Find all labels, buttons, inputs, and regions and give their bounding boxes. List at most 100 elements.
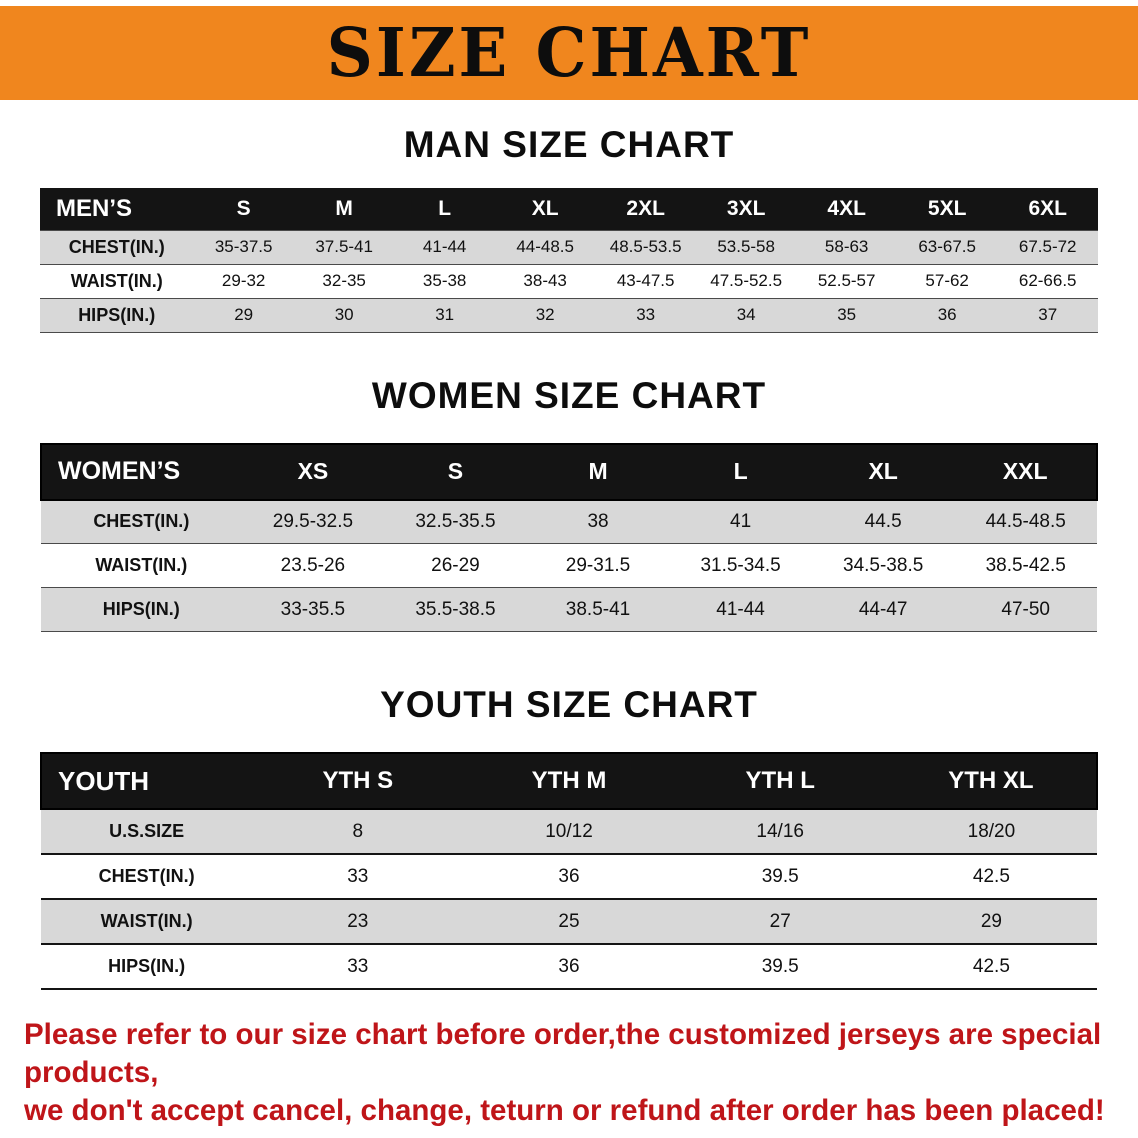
disclaimer-line-1: Please refer to our size chart before or… — [24, 1018, 1102, 1089]
size-value-cell: 36 — [558, 865, 580, 887]
size-column-header: L — [438, 196, 452, 220]
row-label: WAIST(IN.) — [100, 911, 193, 931]
measurement-row: HIPS(IN.) 33-35.5 35.5-38.5 38.5-41 41-44 44-… — [41, 587, 1097, 632]
men-size-table: MEN’S S M L XL 2XL 3XL 4XL 5XL 6XL CHEST(IN.) 35-3… — [40, 188, 1098, 333]
size-value-cell: 33 — [347, 865, 369, 887]
size-value-cell: 38.5-42.5 — [985, 554, 1066, 576]
size-value-cell: 34 — [736, 305, 756, 324]
size-value-cell: 35.5-38.5 — [415, 598, 496, 620]
size-column-header: 3XL — [726, 196, 766, 220]
size-value-cell: 38-43 — [523, 271, 567, 290]
size-value-cell: 18/20 — [967, 820, 1016, 842]
size-value-cell: 39.5 — [761, 865, 799, 887]
size-value-cell: 26-29 — [431, 554, 480, 576]
size-value-cell: 36 — [937, 305, 957, 324]
size-value-cell: 48.5-53.5 — [609, 237, 682, 256]
measurement-row: WAIST(IN.) 23 25 27 29 — [41, 899, 1097, 944]
size-value-cell: 41-44 — [422, 237, 467, 256]
row-label: HIPS(IN.) — [78, 304, 156, 325]
size-value-cell: 38.5-41 — [565, 598, 631, 620]
youth-size-table: YOUTH YTH S YTH M YTH L YTH XL U.S.SIZE 8 10/1… — [40, 752, 1098, 990]
size-column-header: XL — [868, 458, 898, 484]
size-value-cell: 10/12 — [545, 820, 593, 842]
measurement-row: U.S.SIZE 8 10/12 14/16 18/20 — [41, 809, 1097, 854]
measurement-row: HIPS(IN.) 33 36 39.5 42.5 — [41, 944, 1097, 989]
size-value-cell: 53.5-58 — [717, 237, 775, 256]
size-value-cell: 43-47.5 — [616, 271, 675, 290]
women-table-header-row: WOMEN’S XS S M L XL XXL — [41, 443, 1097, 500]
women-size-table: WOMEN’S XS S M L XL XXL CHEST(IN.) 29.5-32.5 32.… — [40, 443, 1098, 632]
size-value-cell: 29 — [980, 910, 1002, 932]
youth-table-header-row: YOUTH YTH S YTH M YTH L YTH XL — [41, 753, 1097, 809]
size-value-cell: 41 — [730, 510, 752, 532]
size-column-header: M — [588, 458, 608, 484]
size-value-cell: 31.5-34.5 — [700, 554, 781, 576]
size-value-cell: 39.5 — [761, 955, 799, 977]
size-value-cell: 29-31.5 — [565, 554, 631, 576]
size-column-header: XL — [531, 196, 559, 220]
size-value-cell: 44-47 — [858, 598, 908, 620]
size-value-cell: 57-62 — [925, 271, 969, 290]
size-column-header: YTH M — [531, 767, 607, 794]
row-label: WAIST(IN.) — [70, 270, 163, 291]
row-label: U.S.SIZE — [109, 821, 185, 841]
size-column-header: M — [335, 196, 353, 220]
size-value-cell: 33 — [636, 305, 656, 324]
size-value-cell: 33-35.5 — [280, 598, 346, 620]
size-value-cell: 14/16 — [756, 820, 804, 842]
size-value-cell: 42.5 — [972, 955, 1010, 977]
size-value-cell: 33 — [347, 955, 369, 977]
size-column-header: S — [447, 458, 464, 484]
table-corner-label: MEN’S — [56, 194, 133, 222]
size-value-cell: 35-37.5 — [214, 237, 273, 256]
size-value-cell: 44.5-48.5 — [985, 510, 1066, 532]
size-column-header: XS — [297, 458, 329, 484]
size-value-cell: 63-67.5 — [918, 237, 976, 256]
size-value-cell: 35-38 — [422, 271, 467, 290]
size-value-cell: 41-44 — [716, 598, 765, 620]
size-column-header: 2XL — [626, 196, 665, 220]
man-size-chart-heading: MAN SIZE CHART — [403, 124, 735, 165]
row-label: HIPS(IN.) — [102, 599, 180, 619]
size-column-header: YTH XL — [948, 767, 1034, 794]
disclaimer-line-2: we don't accept cancel, change, teturn o… — [24, 1093, 1105, 1127]
size-value-cell: 47.5-52.5 — [710, 271, 783, 290]
size-value-cell: 31 — [435, 305, 455, 324]
size-value-cell: 23 — [347, 910, 369, 932]
size-value-cell: 58-63 — [824, 237, 869, 256]
size-column-header: YTH L — [745, 767, 815, 794]
size-value-cell: 67.5-72 — [1018, 237, 1077, 256]
measurement-row: WAIST(IN.) 29-32 32-35 35-38 38-43 43-47.5 47.… — [40, 264, 1098, 298]
size-value-cell: 34.5-38.5 — [843, 554, 924, 576]
measurement-row: CHEST(IN.) 29.5-32.5 32.5-35.5 38 41 44.5 44.5… — [41, 499, 1097, 544]
measurement-row: CHEST(IN.) 33 36 39.5 42.5 — [41, 854, 1097, 899]
table-corner-label: YOUTH — [58, 765, 149, 796]
size-value-cell: 30 — [334, 305, 354, 324]
men-table-header-row: MEN’S S M L XL 2XL 3XL 4XL 5XL 6XL — [40, 188, 1098, 230]
banner-title: SIZE CHART — [326, 13, 812, 93]
size-column-header: 6XL — [1028, 196, 1067, 220]
youth-size-chart-heading: YOUTH SIZE CHART — [380, 684, 758, 725]
size-value-cell: 29 — [234, 305, 254, 324]
size-value-cell: 32-35 — [322, 271, 366, 290]
size-value-cell: 32.5-35.5 — [415, 510, 496, 532]
size-value-cell: 32 — [535, 305, 555, 324]
size-value-cell: 47-50 — [1001, 598, 1051, 620]
size-value-cell: 62-66.5 — [1018, 271, 1077, 290]
size-column-header: 4XL — [827, 196, 866, 220]
size-value-cell: 25 — [558, 910, 580, 932]
size-value-cell: 27 — [769, 910, 791, 932]
size-chart-banner: SIZE CHART — [0, 6, 1138, 100]
table-corner-label: WOMEN’S — [58, 457, 181, 485]
size-value-cell: 38 — [587, 510, 609, 532]
size-column-header: YTH S — [322, 767, 394, 794]
size-value-cell: 44-48.5 — [516, 237, 574, 256]
size-value-cell: 52.5-57 — [817, 271, 876, 290]
size-value-cell: 36 — [558, 955, 580, 977]
size-value-cell: 23.5-26 — [280, 554, 346, 576]
size-value-cell: 42.5 — [972, 865, 1010, 887]
women-size-chart-heading: WOMEN SIZE CHART — [371, 374, 767, 416]
size-column-header: 5XL — [927, 196, 967, 220]
measurement-row: CHEST(IN.) 35-37.5 37.5-41 41-44 44-48.5 48.5… — [40, 230, 1098, 264]
row-label: WAIST(IN.) — [95, 555, 188, 575]
